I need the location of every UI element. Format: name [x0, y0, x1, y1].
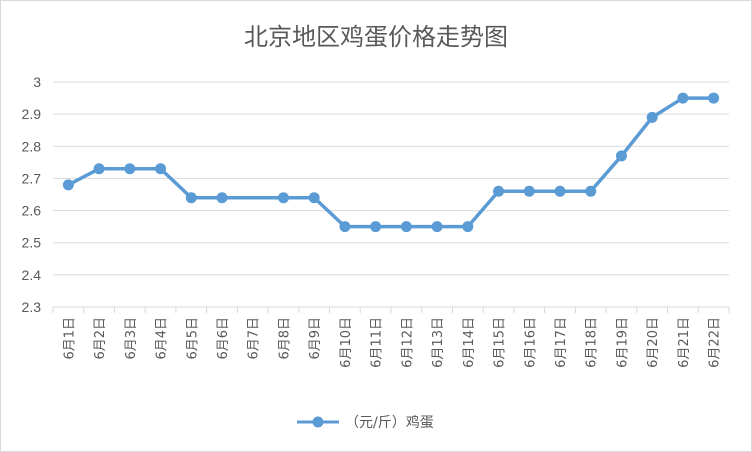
- chart-title: 北京地区鸡蛋价格走势图: [244, 23, 508, 51]
- data-point: [493, 185, 505, 197]
- x-tick-label: 6月5日: [185, 317, 200, 360]
- y-tick-label: 2.4: [22, 267, 42, 283]
- x-tick-label: 6月8日: [277, 317, 292, 360]
- data-point: [677, 92, 689, 104]
- x-axis: 6月1日 6月2日 6月3日 6月4日 6月5日 6月6日 6月7日 6月8日 6月9日 6月10…: [52, 307, 730, 368]
- x-tick-label: 6月9日: [308, 317, 323, 360]
- data-point: [216, 192, 228, 204]
- x-tick-label: 6月20日: [646, 317, 661, 368]
- y-tick-label: 3: [33, 74, 41, 90]
- series-layer: [62, 92, 720, 233]
- data-point: [277, 192, 289, 204]
- data-point: [370, 221, 382, 233]
- x-tick-label: 6月3日: [124, 317, 139, 360]
- data-point: [646, 111, 658, 123]
- data-point: [400, 221, 412, 233]
- data-point: [308, 192, 320, 204]
- x-tick-label: 6月7日: [247, 317, 262, 360]
- x-tick-label: 6月14日: [462, 317, 477, 368]
- data-point: [62, 179, 74, 191]
- gridlines: [53, 81, 729, 308]
- x-tick-label: 6月18日: [585, 317, 600, 368]
- y-tick-label: 2.3: [22, 299, 42, 315]
- y-tick-label: 2.6: [22, 203, 42, 219]
- data-point: [124, 163, 136, 175]
- x-tick-label: 6月12日: [400, 317, 415, 368]
- data-point: [523, 185, 535, 197]
- x-tick-label: 6月19日: [615, 317, 630, 368]
- x-tick-label: 6月21日: [677, 317, 692, 368]
- y-axis-ticks: 2.3 2.4 2.5 2.6 2.7 2.8 2.9 3: [22, 74, 42, 315]
- data-point: [185, 192, 197, 204]
- legend: （元/斤）鸡蛋: [297, 414, 434, 431]
- data-point: [339, 221, 351, 233]
- x-tick-label: 6月10日: [339, 317, 354, 368]
- data-point: [554, 185, 566, 197]
- legend-label: （元/斤）鸡蛋: [345, 414, 434, 431]
- data-point: [462, 221, 474, 233]
- x-tick-label: 6月15日: [493, 317, 508, 368]
- x-tick-label: 6月2日: [93, 317, 108, 360]
- x-tick-label: 6月1日: [62, 317, 77, 360]
- x-tick-label: 6月22日: [708, 317, 723, 368]
- x-tick-label: 6月17日: [554, 317, 569, 368]
- x-tick-label: 6月4日: [155, 317, 170, 360]
- y-tick-label: 2.5: [22, 235, 42, 251]
- x-tick-label: 6月6日: [216, 317, 231, 360]
- legend-point-marker: [312, 416, 324, 428]
- y-tick-label: 2.8: [22, 138, 42, 154]
- data-point: [585, 185, 597, 197]
- data-point: [93, 163, 105, 175]
- x-tick-label: 6月11日: [370, 317, 385, 368]
- y-tick-label: 2.9: [22, 106, 42, 122]
- data-point: [615, 150, 627, 162]
- data-point: [155, 163, 167, 175]
- data-point: [431, 221, 443, 233]
- series-line: [66, 96, 716, 229]
- x-tick-label: 6月16日: [523, 317, 538, 368]
- x-tick-label: 6月13日: [431, 317, 446, 368]
- data-point: [708, 92, 720, 104]
- y-tick-label: 2.7: [22, 170, 42, 186]
